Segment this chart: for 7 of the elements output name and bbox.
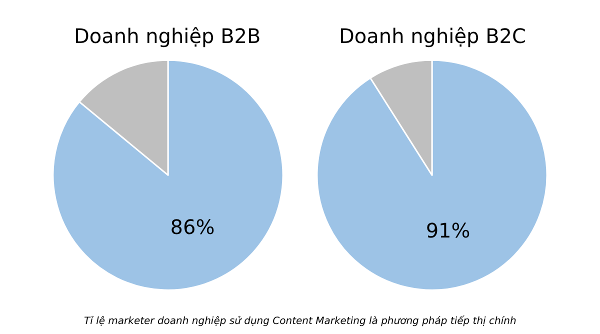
- data-label: 91%: [426, 218, 470, 242]
- data-label: 86%: [170, 215, 215, 240]
- text: Tỉ lệ marketer doanh nghiệp sử dụng Content Marketing là phương pháp tiếp thị chính: [84, 315, 516, 327]
- pie-slice: [316, 59, 548, 291]
- chart-title: Doanh nghiệp B2C: [339, 24, 526, 48]
- pie-slice: [52, 59, 284, 291]
- chart-title: Doanh nghiệp B2B: [74, 24, 261, 48]
